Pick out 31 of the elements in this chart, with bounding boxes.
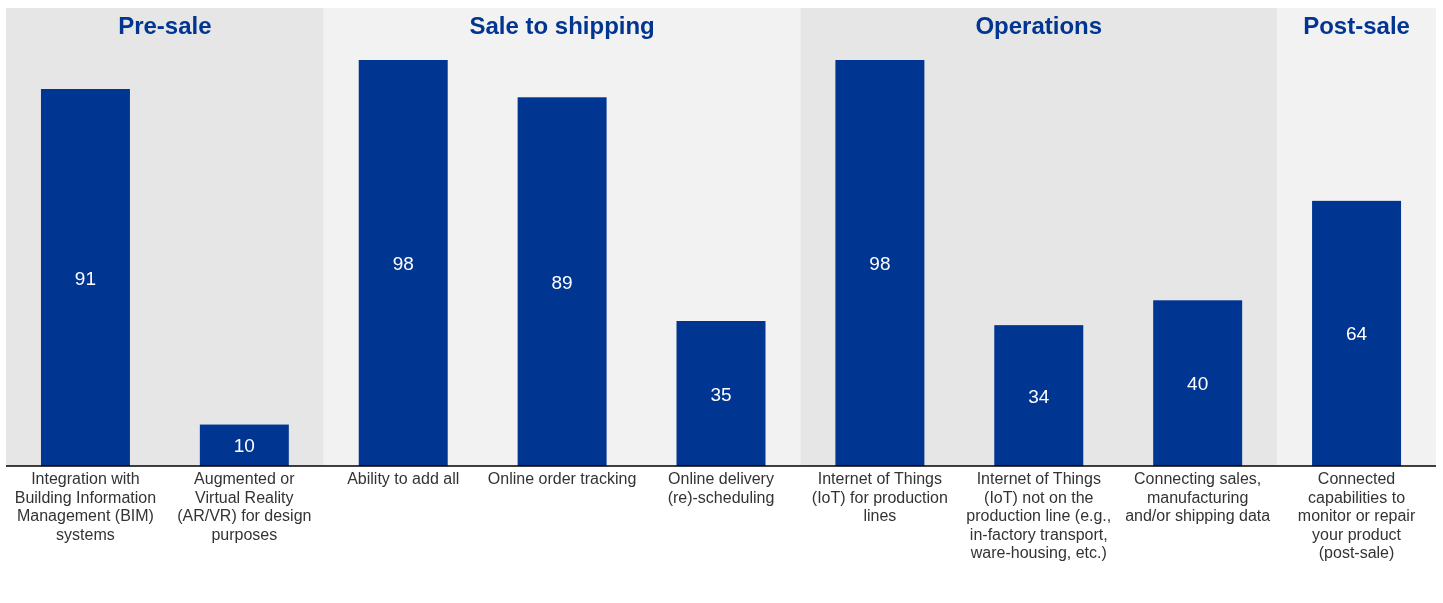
bar	[994, 325, 1084, 466]
data-label: 91	[74, 267, 97, 289]
band-label: Sale to shipping	[469, 12, 655, 39]
data-label: 89	[551, 271, 573, 293]
bar	[358, 60, 448, 466]
bar	[1153, 300, 1243, 466]
data-label: 98	[869, 253, 891, 274]
data-label: 64	[1345, 323, 1368, 345]
data-label: 10	[233, 435, 255, 457]
x-tick-label: Ability to add all	[347, 470, 460, 487]
x-tick-label: Integration with Building Information Management (BIM) systems	[14, 470, 157, 543]
bar	[40, 89, 130, 466]
band-label: Pre-sale	[118, 12, 212, 39]
bar	[835, 60, 925, 466]
x-tick-label: Augmented or Virtual Reality (AR/VR) for design purposes	[177, 470, 312, 543]
data-label: 40	[1187, 373, 1209, 395]
bar	[517, 97, 607, 466]
data-label: 34	[1028, 385, 1050, 407]
band-label: Operations	[975, 12, 1103, 39]
data-label: 98	[392, 253, 414, 274]
x-tick-label: Online order tracking	[487, 470, 637, 487]
band-label: Post-sale	[1303, 12, 1410, 39]
x-tick-label: Online delivery (re)-scheduling	[667, 470, 775, 506]
bar	[1312, 200, 1402, 466]
data-label: 35	[710, 383, 732, 405]
x-tick-label: Connecting sales, manufacturing and/or shipping data	[1125, 470, 1271, 524]
bar	[676, 321, 766, 466]
bar	[199, 424, 289, 466]
x-tick-label: Internet of Things (IoT) for production lines	[811, 470, 948, 524]
x-tick-label: Connected capabilities to monitor or repair your product (post-sale)	[1297, 470, 1416, 561]
x-tick-label: Internet of Things (IoT) not on the production line (e.g., in-factory transport, ware-housing, etc.)	[966, 470, 1112, 561]
